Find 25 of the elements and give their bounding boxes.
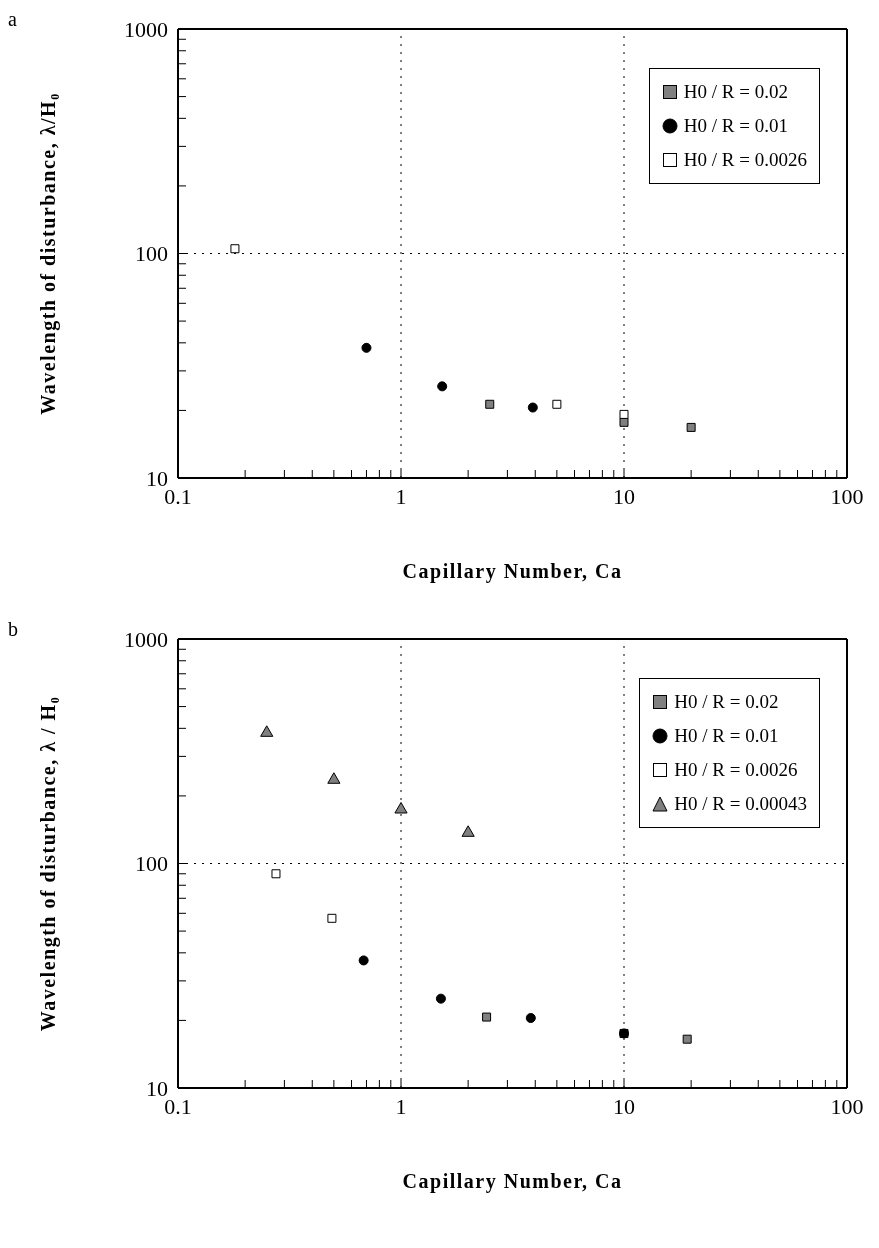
x-axis-title: Capillary Number, Ca [402,1170,623,1193]
y-axis-title: Wavelength of disturbance, λ / H₀ [37,695,61,1032]
text: b [8,618,18,641]
legend-label: H0 / R = 0.0026 [683,148,807,172]
x-tick-label: 10 [613,1093,635,1119]
x-tick-label: 100 [830,483,864,509]
legend-label: H0 / R = 0.02 [674,690,779,714]
x-tick-label: 100 [830,1093,864,1119]
x-tick-label: 1 [395,483,407,509]
y-tick-label: 1000 [124,626,168,652]
legend-label: H0 / R = 0.00043 [674,792,807,816]
legend-label: H0 / R = 0.01 [683,114,788,138]
x-tick-label: 10 [613,483,635,509]
y-tick-label: 1000 [124,16,168,42]
y-tick-label: 100 [135,241,168,267]
y-tick-label: 100 [135,851,168,877]
x-axis-title: Capillary Number, Ca [402,560,623,583]
legend-label: H0 / R = 0.0026 [674,758,798,782]
y-tick-label: 10 [146,465,168,491]
text: a [8,8,17,31]
legend-label: H0 / R = 0.01 [674,724,779,748]
y-tick-label: 10 [146,1075,168,1101]
x-tick-label: 1 [395,1093,407,1119]
y-axis-title: Wavelength of disturbance, λ/H₀ [37,92,61,415]
legend-label: H0 / R = 0.02 [683,80,788,104]
